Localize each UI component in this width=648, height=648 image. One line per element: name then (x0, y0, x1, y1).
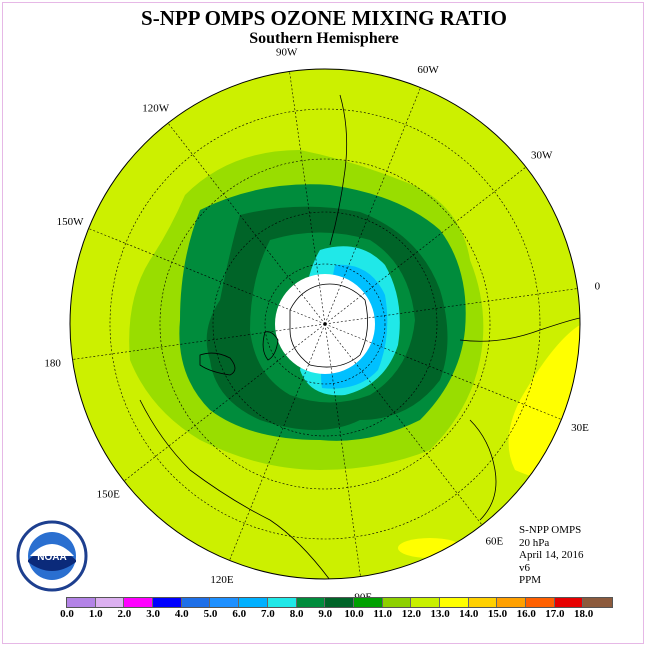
meridian-line (289, 71, 326, 325)
meridian-line (72, 323, 326, 360)
longitude-label: 120E (210, 574, 234, 586)
info-level: 20 hPa (519, 536, 550, 549)
noaa-logo: NOAA (16, 520, 88, 592)
colorbar-tick-label: 16.0 (516, 608, 536, 620)
colorbar (66, 597, 614, 608)
longitude-label: 0 (595, 281, 601, 293)
colorbar-tick-label: 14.0 (459, 608, 479, 620)
meridian-line (324, 87, 421, 325)
colorbar-tick-label: 8.0 (289, 608, 304, 620)
longitude-label: 150W (57, 216, 85, 228)
colorbar-tick-label: 15.0 (487, 608, 508, 620)
colorbar-segment (67, 598, 96, 607)
meridian-line (88, 228, 326, 325)
colorbar-tick-label: 0.0 (60, 608, 74, 620)
colorbar-tick-label: 4.0 (174, 608, 189, 620)
colorbar-segment (296, 598, 326, 607)
colorbar-segment (124, 598, 154, 607)
longitude-label: 30W (531, 150, 553, 162)
colorbar-tick-label: 2.0 (117, 608, 132, 620)
longitude-label: 60W (417, 64, 439, 76)
colorbar-segment (353, 598, 383, 607)
latitude-circles (109, 108, 541, 540)
page-subtitle: Southern Hemisphere (249, 30, 399, 47)
colorbar-tick-label: 6.0 (232, 608, 247, 620)
colorbar-segment (95, 598, 125, 607)
colorbar-tick-label: 3.0 (146, 608, 160, 620)
colorbar-segment (267, 598, 297, 607)
longitude-labels: 030E60E90E120E150E180150W120W90W60W30W (44, 47, 600, 604)
longitude-label: 180 (44, 357, 61, 369)
meridian-lines (72, 71, 578, 577)
colorbar-tick-label: 10.0 (344, 608, 364, 620)
colorbar-segment (382, 598, 412, 607)
map-boundary (69, 68, 581, 580)
colorbar-tick-label: 9.0 (318, 608, 333, 620)
colorbar-tick-label: 11.0 (373, 608, 393, 620)
colorbar-segment (554, 598, 584, 607)
colorbar-segment (526, 598, 555, 607)
colorbar-tick-label: 7.0 (261, 608, 275, 620)
colorbar-segment (468, 598, 498, 607)
colorbar-segment (239, 598, 268, 607)
colorbar-tick-label: 5.0 (203, 608, 218, 620)
logo-text: NOAA (37, 552, 66, 563)
longitude-label: 30E (571, 422, 589, 434)
meridian-line (324, 323, 483, 526)
colorbar-tick-label: 18.0 (573, 608, 594, 620)
south-pole-marker (323, 322, 327, 326)
ozone-field (70, 69, 580, 579)
meridian-line (229, 323, 326, 561)
meridian-line (324, 288, 578, 325)
meridian-line (167, 122, 326, 325)
info-instrument: S-NPP OMPS (519, 524, 582, 536)
colorbar-segment (439, 598, 469, 607)
longitude-label: 150E (97, 488, 121, 500)
meridian-line (324, 323, 361, 577)
colorbar-segment (497, 598, 526, 607)
info-version: v6 (519, 561, 530, 574)
noaa-logo-icon: NOAA (16, 520, 88, 592)
colorbar-segment (181, 598, 211, 607)
colorbar-segment (583, 598, 613, 607)
colorbar-tick-label: 17.0 (545, 608, 565, 620)
meridian-line (123, 323, 326, 482)
colorbar-ticks: 0.0 1.0 2.0 3.0 4.0 5.0 6.0 7.0 8.0 9.0 10.0 11.0 12… (0, 608, 648, 622)
colorbar-tick-label: 1.0 (88, 608, 103, 620)
colorbar-tick-label: 12.0 (401, 608, 422, 620)
info-date: April 14, 2016 (519, 549, 584, 561)
longitude-label: 60E (485, 536, 503, 548)
meridian-line (324, 323, 562, 420)
colorbar-tick-label: 13.0 (430, 608, 450, 620)
colorbar-segment (153, 598, 182, 607)
colorbar-segment (325, 598, 354, 607)
longitude-label: 90W (276, 47, 298, 59)
meridian-line (324, 166, 527, 325)
page-title: S-NPP OMPS OZONE MIXING RATIO (141, 6, 507, 30)
colorbar-segment (411, 598, 440, 607)
info-units: PPM (519, 574, 542, 586)
coastlines (139, 94, 580, 579)
info-panel: S-NPP OMPS 20 hPa April 14, 2016 v6 PPM (519, 524, 583, 587)
colorbar-segment (210, 598, 240, 607)
longitude-label: 120W (142, 102, 170, 114)
